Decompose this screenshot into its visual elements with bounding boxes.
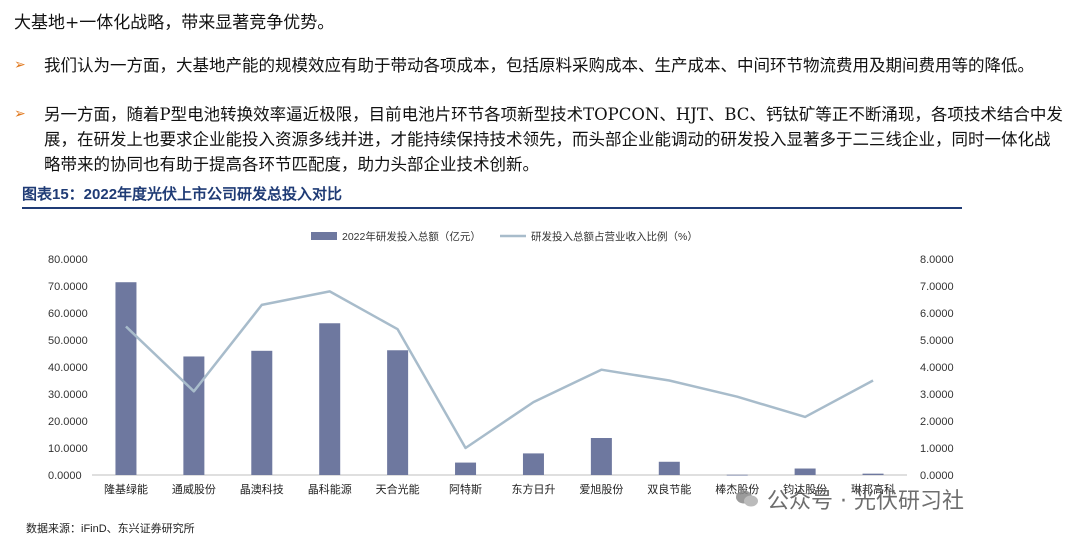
bar-4 [319, 323, 341, 475]
y-left-tick-label: 80.0000 [48, 254, 88, 266]
y-right-tick-label: 0.0000 [920, 470, 954, 482]
y-right-tick-label: 2.0000 [920, 416, 954, 428]
y-right-tick-label: 4.0000 [920, 362, 954, 374]
x-tick-label: 双良节能 [647, 482, 691, 496]
x-tick-label: 阿特斯 [449, 482, 482, 496]
y-right-tick-label: 3.0000 [920, 389, 954, 401]
y-left-tick-label: 70.0000 [48, 281, 88, 293]
figure-title: 图表15：2022年度光伏上市公司研发总投入对比 [22, 186, 343, 203]
x-tick-label: 通威股份 [172, 483, 216, 496]
legend-line-label: 研发投入总额占营业收入比例（%） [531, 230, 698, 243]
wechat-watermark: 公众号 · 光伏研习社 [735, 483, 964, 515]
y-right-tick-label: 1.0000 [920, 443, 954, 455]
x-tick-label: 隆基绿能 [104, 482, 148, 496]
bullet-text-2: 另一方面，随着P型电池转换效率逼近极限，目前电池片环节各项新型技术TOPCON、… [44, 105, 1063, 174]
wechat-icon [736, 490, 758, 507]
bullet-item-2: ➢ 另一方面，随着P型电池转换效率逼近极限，目前电池片环节各项新型技术TOPCO… [14, 102, 1064, 177]
x-tick-label: 钧达股份 [783, 482, 827, 496]
figure-title-rule [22, 207, 962, 209]
bar-12 [862, 473, 884, 475]
x-tick-label: 晶澳科技 [240, 482, 284, 496]
bar-5 [387, 350, 409, 475]
legend-bar-swatch [311, 232, 337, 240]
bar-1 [115, 282, 137, 475]
y-right-tick-label: 5.0000 [920, 335, 954, 347]
arrow-bullet-icon: ➢ [14, 57, 26, 73]
x-tick-label: 晶科能源 [308, 482, 352, 496]
y-right-tick-label: 8.0000 [920, 254, 954, 266]
y-left-tick-label: 10.0000 [48, 443, 88, 455]
x-tick-label: 东方日升 [511, 482, 555, 496]
bar-11 [794, 468, 816, 475]
arrow-bullet-icon: ➢ [14, 106, 26, 122]
watermark-text: 公众号 · 光伏研习社 [767, 489, 964, 514]
y-left-tick-label: 60.0000 [48, 308, 88, 320]
y-left-tick-label: 0.0000 [48, 470, 82, 482]
ratio-line [125, 290, 874, 450]
y-left-tick-label: 50.0000 [48, 335, 88, 347]
bar-8 [590, 438, 612, 475]
bar-6 [455, 462, 477, 475]
y-left-tick-label: 40.0000 [48, 362, 88, 374]
bar-9 [658, 461, 680, 475]
bar-7 [522, 453, 544, 475]
bullet-text-1: 我们认为一方面，大基地产能的规模效应有助于带动各项成本，包括原料采购成本、生产成… [44, 56, 1034, 75]
bar-2 [183, 356, 205, 475]
bar-3 [251, 350, 273, 475]
x-tick-label: 天合光能 [376, 482, 420, 496]
legend-bar-label: 2022年研发投入总额（亿元） [342, 230, 481, 243]
section-heading: 大基地+一体化战略，带来显著竞争优势。 [14, 13, 335, 33]
data-source-note: 数据来源：iFinD、东兴证券研究所 [26, 523, 195, 535]
y-left-tick-label: 20.0000 [48, 416, 88, 428]
y-right-tick-label: 6.0000 [920, 308, 954, 320]
bar-10 [726, 474, 748, 476]
x-tick-label: 琳邦高科 [851, 482, 895, 496]
x-tick-label: 爱旭股份 [579, 482, 623, 496]
bullet-item-1: ➢ 我们认为一方面，大基地产能的规模效应有助于带动各项成本，包括原料采购成本、生… [14, 53, 1064, 78]
y-right-tick-label: 7.0000 [920, 281, 954, 293]
y-left-tick-label: 30.0000 [48, 389, 88, 401]
